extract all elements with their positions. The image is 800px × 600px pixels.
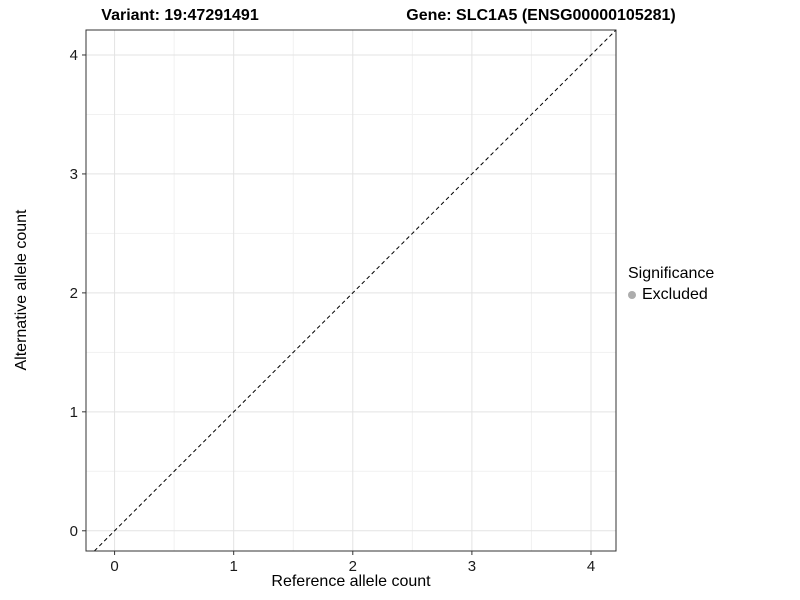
- x-tick-label: 3: [468, 558, 476, 575]
- x-tick-label: 0: [110, 558, 118, 575]
- y-axis-title: Alternative allele count: [13, 209, 30, 371]
- x-tick-label: 4: [587, 558, 595, 575]
- legend-title: Significance: [628, 265, 715, 282]
- x-tick-label: 1: [230, 558, 238, 575]
- y-tick-label: 1: [70, 404, 78, 421]
- legend: Significance Excluded: [628, 265, 714, 304]
- chart-title-gene: Gene: SLC1A5 (ENSG00000105281): [406, 7, 676, 24]
- panel-border: [85, 29, 617, 552]
- legend-item-label: Excluded: [642, 286, 708, 303]
- chart-title-variant: Variant: 19:47291491: [101, 7, 259, 24]
- y-tick-label: 0: [70, 523, 78, 540]
- x-tick-label: 2: [349, 558, 357, 575]
- excluded-point-icon: [628, 291, 636, 299]
- y-tick-label: 2: [70, 285, 78, 302]
- x-axis-title: Reference allele count: [271, 573, 431, 590]
- y-tick-label: 4: [70, 47, 78, 64]
- y-tick-label: 3: [70, 166, 78, 183]
- legend-item-excluded: Excluded: [628, 286, 714, 304]
- identity-reference-line: [93, 29, 617, 552]
